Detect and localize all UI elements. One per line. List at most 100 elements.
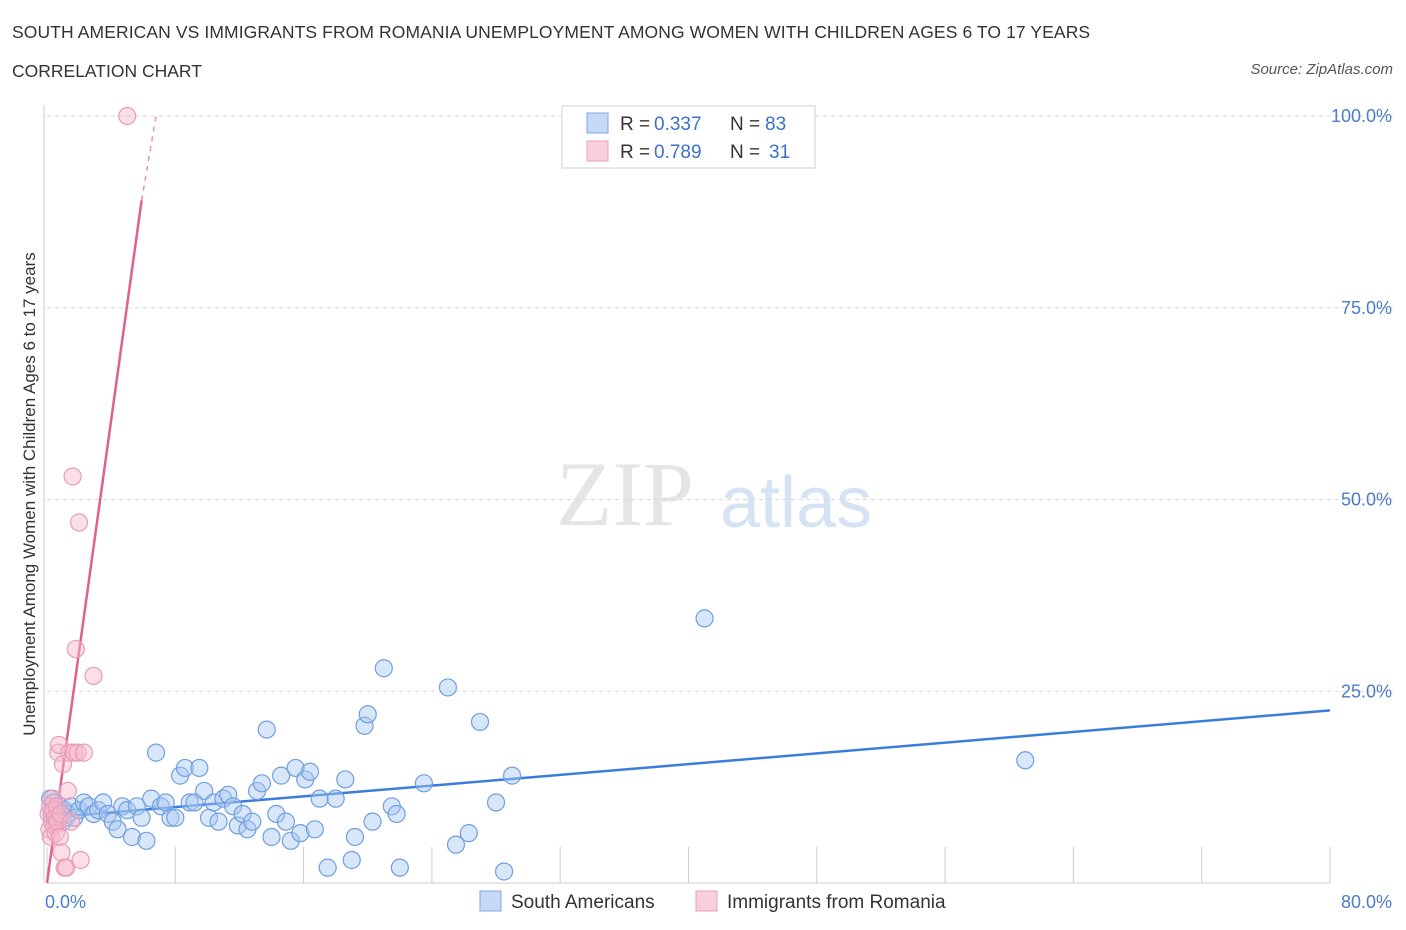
watermark-atlas: atlas <box>720 463 872 543</box>
legend-r-label-2: R = <box>620 142 650 163</box>
south-americans-point <box>146 743 166 762</box>
south-americans-point <box>132 808 151 827</box>
correlation-legend: R = 0.337 N = 83 R = 0.789 N = 31 <box>561 105 816 169</box>
tick-labels: 25.0% 50.0% 75.0% 100.0% 0.0% 80.0% <box>45 106 1392 912</box>
south-americans-point <box>204 793 223 812</box>
grid-lines <box>47 115 1393 692</box>
legend-n-value-2: 31 <box>769 142 790 163</box>
south-americans-point <box>228 816 247 835</box>
romania-point <box>50 827 69 847</box>
south-americans-point <box>336 770 355 789</box>
romania-point <box>52 843 71 862</box>
bottom-legend-south-americans: South Americans <box>511 892 655 913</box>
x-tick-label-min: 0.0% <box>45 892 86 912</box>
south-americans-point <box>219 785 238 804</box>
romania-point <box>53 755 73 774</box>
south-americans-point <box>180 793 199 812</box>
legend-r-value-2: 0.789 <box>654 142 702 163</box>
south-americans-point <box>446 835 466 854</box>
south-americans-point <box>1016 751 1035 770</box>
y-tick-label: 100.0% <box>1331 106 1392 126</box>
south-americans-point <box>374 659 393 678</box>
source-credit: Source: ZipAtlas.com <box>1250 61 1393 78</box>
south-americans-point <box>281 831 300 850</box>
legend-r-value-1: 0.337 <box>654 114 702 135</box>
south-americans-point <box>291 824 310 843</box>
south-americans-point <box>345 827 365 847</box>
romania-point <box>84 666 103 686</box>
south-americans-point <box>438 678 458 697</box>
romania-point <box>68 743 87 762</box>
x-tick-label-max: 80.0% <box>1341 892 1392 912</box>
south-americans-point <box>127 797 146 816</box>
south-americans-point <box>310 789 329 808</box>
romania-point <box>58 781 77 801</box>
y-tick-label: 50.0% <box>1341 490 1392 510</box>
south-americans-point <box>695 609 714 628</box>
south-americans-point <box>300 762 320 781</box>
south-americans-point <box>262 827 281 847</box>
south-americans-point <box>272 766 291 785</box>
romania-point <box>66 639 85 659</box>
south-americans-point <box>355 716 374 735</box>
romania-point <box>118 106 137 126</box>
south-americans-point <box>122 827 142 847</box>
romania-point <box>74 743 93 762</box>
romania-point <box>69 513 89 532</box>
romania-point <box>61 812 81 831</box>
south-americans-point <box>326 789 345 808</box>
legend-swatch-blue <box>586 112 609 134</box>
y-tick-label: 25.0% <box>1341 681 1392 701</box>
axes <box>43 105 1331 884</box>
legend-n-label-2: N = <box>730 142 760 163</box>
south-americans-point <box>190 758 209 778</box>
south-americans-point <box>142 789 161 808</box>
chart-subtitle: CORRELATION CHART <box>12 61 202 81</box>
series-legend: South Americans Immigrants from Romania <box>479 890 946 913</box>
romania-trend-extension <box>140 115 157 201</box>
south-americans-point <box>470 712 490 732</box>
south-americans-point <box>305 820 324 839</box>
south-americans-point <box>387 804 406 824</box>
romania-point <box>49 735 69 755</box>
south-americans-point <box>175 758 195 778</box>
south-americans-point <box>318 858 337 877</box>
bottom-legend-swatch-pink <box>695 890 718 912</box>
south-americans-point <box>494 862 514 881</box>
legend-swatch-pink <box>586 140 609 162</box>
south-americans-point <box>161 808 180 827</box>
south-americans-point <box>94 793 113 812</box>
legend-n-value-1: 83 <box>765 114 786 135</box>
south-americans-point <box>223 797 243 816</box>
romania-trend-line <box>45 200 143 884</box>
south-americans-point <box>118 801 137 820</box>
south-americans-point <box>342 850 361 870</box>
south-americans-point <box>459 824 478 843</box>
watermark-zip: ZIP <box>556 443 694 545</box>
legend-n-label-1: N = <box>730 114 760 135</box>
south-americans-point <box>252 774 272 793</box>
romania-point <box>63 467 82 486</box>
south-americans-point <box>276 812 296 831</box>
south-americans-point <box>502 766 522 785</box>
south-americans-point <box>156 793 175 812</box>
south-americans-point <box>486 793 506 812</box>
bottom-legend-swatch-blue <box>479 890 502 912</box>
bottom-legend-romania: Immigrants from Romania <box>727 892 946 913</box>
south-americans-point <box>108 820 127 839</box>
south-americans-point <box>363 812 382 831</box>
south-americans-point <box>209 812 228 831</box>
south-americans-points <box>41 609 1035 881</box>
south-americans-point <box>257 720 276 739</box>
romania-point <box>51 804 70 824</box>
y-axis-label: Unemployment Among Women with Children A… <box>20 252 39 736</box>
south-americans-point <box>358 705 377 724</box>
y-tick-label: 75.0% <box>1341 298 1392 318</box>
south-americans-point <box>166 808 185 827</box>
south-americans-point <box>390 858 409 877</box>
south-americans-point <box>243 812 262 831</box>
legend-r-label-1: R = <box>620 114 650 135</box>
romania-trend <box>45 115 157 884</box>
south-americans-point <box>267 804 286 824</box>
